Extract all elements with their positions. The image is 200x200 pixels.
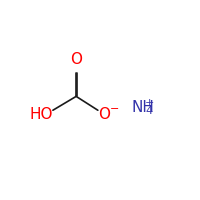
Text: −: − (109, 104, 119, 114)
Text: O: O (70, 52, 82, 67)
Text: NH: NH (131, 100, 154, 115)
Text: +: + (145, 98, 154, 108)
Text: O: O (98, 107, 110, 122)
Text: HO: HO (30, 107, 53, 122)
Text: 4: 4 (145, 106, 152, 116)
